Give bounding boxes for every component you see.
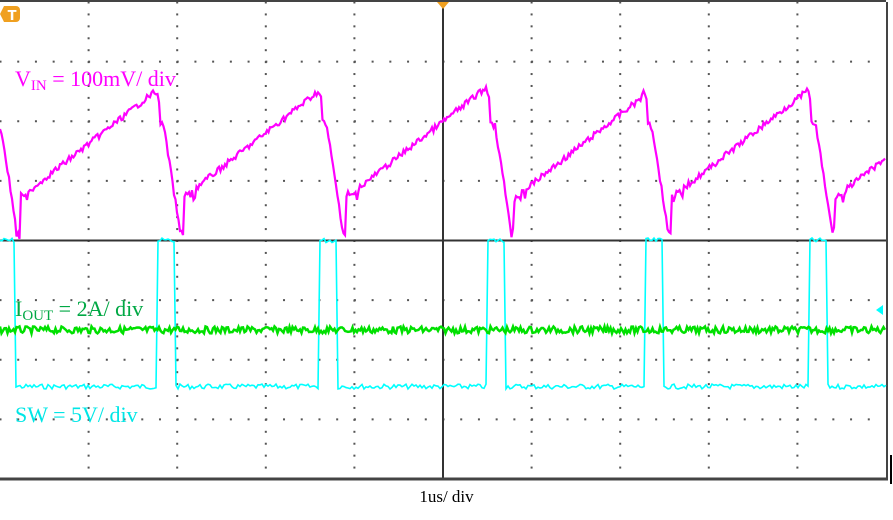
iout-waveform bbox=[0, 321, 887, 339]
vin-channel-label: VIN = 100mV/ div bbox=[15, 66, 176, 95]
vin-waveform bbox=[0, 83, 886, 240]
trigger-position-marker bbox=[437, 2, 449, 9]
sw-waveform bbox=[0, 236, 887, 392]
sw-channel-label: SW = 5V/ div bbox=[15, 402, 138, 427]
trigger-level-arrow bbox=[876, 305, 883, 315]
trigger-glyph: T bbox=[8, 9, 17, 24]
trigger-badge bbox=[0, 6, 20, 22]
timebase-label: 1us/ div bbox=[419, 487, 474, 506]
iout-channel-label: IOUT = 2A/ div bbox=[15, 296, 144, 325]
